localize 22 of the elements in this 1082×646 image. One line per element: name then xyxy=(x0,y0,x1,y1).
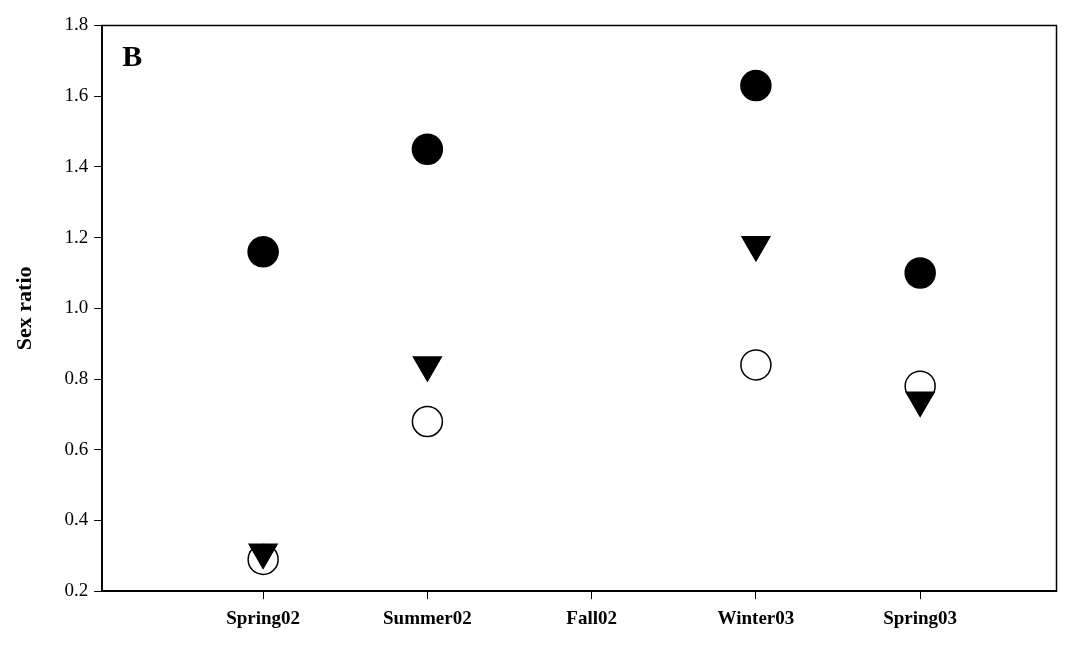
y-tick-label: 1.2 xyxy=(64,225,89,247)
x-tick-label: Winter03 xyxy=(717,606,795,628)
point xyxy=(740,69,772,102)
point xyxy=(904,257,936,289)
x-tick-label: Fall02 xyxy=(566,606,617,628)
y-axis-title: Sex ratio xyxy=(10,266,36,351)
y-tick-label: 1.8 xyxy=(64,13,89,35)
y-tick-label: 0.6 xyxy=(64,437,89,459)
y-tick-label: 1.4 xyxy=(64,154,89,176)
point xyxy=(411,133,444,165)
x-tick-label: Spring02 xyxy=(226,606,301,628)
y-tick-label: 0.4 xyxy=(64,508,89,530)
point xyxy=(411,405,444,438)
annotation: B xyxy=(122,39,143,73)
x-tick-label: Spring03 xyxy=(883,606,958,628)
y-tick-label: 1.6 xyxy=(64,84,89,106)
x-tick-label: Summer02 xyxy=(383,606,472,628)
y-tick-label: 0.8 xyxy=(64,367,89,389)
y-tick-label: 0.2 xyxy=(64,579,89,601)
y-tick-label: 1.0 xyxy=(64,296,89,318)
point xyxy=(247,236,279,268)
point xyxy=(740,349,772,381)
